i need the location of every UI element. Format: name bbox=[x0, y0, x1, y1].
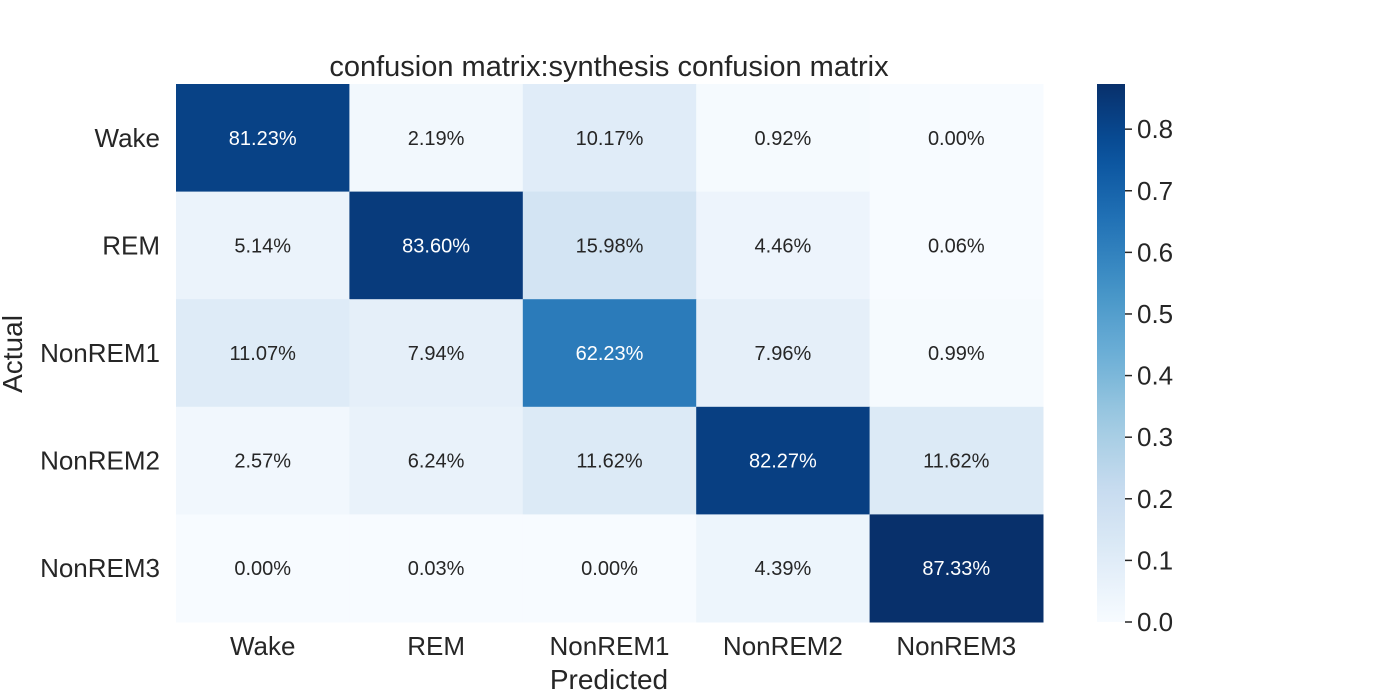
heatmap-cell bbox=[869, 191, 1044, 300]
heatmap-cell bbox=[696, 406, 871, 515]
cell-value-label: 11.62% bbox=[923, 451, 990, 473]
colorbar-tick-label: 0.7 bbox=[1137, 176, 1173, 206]
heatmap-cell bbox=[349, 299, 524, 408]
heatmap-cell bbox=[869, 299, 1044, 408]
cell-value-label: 2.57% bbox=[234, 451, 291, 473]
x-tick-label: NonREM1 bbox=[550, 631, 670, 661]
heatmap-cell bbox=[176, 406, 350, 515]
cell-value-label: 6.24% bbox=[408, 451, 465, 473]
heatmap-cell bbox=[696, 84, 871, 193]
heatmap-cell bbox=[522, 299, 697, 408]
cell-value-label: 11.62% bbox=[576, 451, 643, 473]
cell-value-label: 4.39% bbox=[755, 558, 812, 580]
x-tick-label: Wake bbox=[230, 631, 296, 661]
cell-value-label: 4.46% bbox=[755, 235, 812, 257]
heatmap-cell bbox=[176, 191, 350, 300]
heatmap-cell bbox=[696, 514, 871, 623]
y-tick-label: REM bbox=[102, 230, 160, 260]
x-axis-label: Predicted bbox=[550, 664, 668, 695]
y-tick-label: NonREM3 bbox=[40, 553, 160, 583]
cell-value-label: 15.98% bbox=[576, 235, 644, 257]
x-tick-label: NonREM3 bbox=[896, 631, 1016, 661]
colorbar-tick-label: 0.6 bbox=[1137, 237, 1173, 267]
heatmap-cell bbox=[522, 84, 697, 193]
x-tick-label: NonREM2 bbox=[723, 631, 843, 661]
cell-value-label: 0.00% bbox=[581, 558, 638, 580]
cell-value-label: 0.00% bbox=[928, 128, 985, 150]
x-tick-label: REM bbox=[407, 631, 465, 661]
colorbar-tick-label: 0.2 bbox=[1137, 484, 1173, 514]
heatmap-cell bbox=[176, 84, 350, 193]
heatmap-cell bbox=[522, 406, 697, 515]
cell-value-label: 81.23% bbox=[229, 128, 297, 150]
colorbar-tick-label: 0.1 bbox=[1137, 545, 1173, 575]
cell-value-label: 62.23% bbox=[576, 343, 644, 365]
cell-value-label: 0.06% bbox=[928, 235, 985, 257]
cell-value-label: 0.99% bbox=[928, 343, 985, 365]
y-tick-label: NonREM1 bbox=[40, 338, 160, 368]
colorbar-tick-label: 0.5 bbox=[1137, 299, 1173, 329]
heatmap-cell bbox=[869, 406, 1044, 515]
x-axis-ticks: Wake REM NonREM1 NonREM2 NonREM3 bbox=[230, 631, 1016, 661]
heatmap-cell bbox=[696, 299, 871, 408]
heatmap-cells: 81.23% 2.19% 10.17% 0.92% 0.00% 5.14% 83.60% 15… bbox=[176, 84, 1044, 623]
colorbar-tick-label: 0.8 bbox=[1137, 114, 1173, 144]
heatmap-cell bbox=[349, 191, 524, 300]
cell-value-label: 7.94% bbox=[408, 343, 465, 365]
cell-value-label: 0.92% bbox=[755, 128, 812, 150]
cell-value-label: 11.07% bbox=[230, 343, 297, 365]
cell-value-label: 87.33% bbox=[922, 558, 990, 580]
colorbar-tick-label: 0.0 bbox=[1137, 607, 1173, 637]
colorbar-tick-label: 0.3 bbox=[1137, 422, 1173, 452]
heatmap-cell bbox=[176, 299, 350, 408]
colorbar: 0.0 0.1 0.2 0.3 0.4 0.5 0.6 0.7 0.8 bbox=[1097, 84, 1173, 637]
cell-value-label: 83.60% bbox=[402, 235, 470, 257]
heatmap-cell bbox=[176, 514, 350, 623]
heatmap-cell bbox=[522, 191, 697, 300]
heatmap-cell bbox=[522, 514, 697, 623]
cell-value-label: 10.17% bbox=[576, 128, 644, 150]
heatmap-cell bbox=[696, 191, 871, 300]
cell-value-label: 0.03% bbox=[408, 558, 465, 580]
y-axis-ticks: Wake REM NonREM1 NonREM2 NonREM3 bbox=[40, 123, 160, 583]
cell-value-label: 2.19% bbox=[408, 128, 465, 150]
colorbar-gradient bbox=[1097, 84, 1125, 622]
cell-value-label: 7.96% bbox=[755, 343, 812, 365]
heatmap-cell bbox=[869, 84, 1044, 193]
heatmap-cell bbox=[869, 514, 1044, 623]
y-axis-label: Actual bbox=[0, 315, 28, 393]
chart-title: confusion matrix:synthesis confusion mat… bbox=[329, 51, 889, 83]
heatmap-cell bbox=[349, 514, 524, 623]
colorbar-tick-label: 0.4 bbox=[1137, 361, 1173, 391]
heatmap-cell bbox=[349, 406, 524, 515]
y-tick-label: Wake bbox=[95, 123, 161, 153]
heatmap-cell bbox=[349, 84, 524, 193]
cell-value-label: 82.27% bbox=[749, 451, 817, 473]
cell-value-label: 5.14% bbox=[234, 235, 291, 257]
y-tick-label: NonREM2 bbox=[40, 446, 160, 476]
cell-value-label: 0.00% bbox=[234, 558, 291, 580]
